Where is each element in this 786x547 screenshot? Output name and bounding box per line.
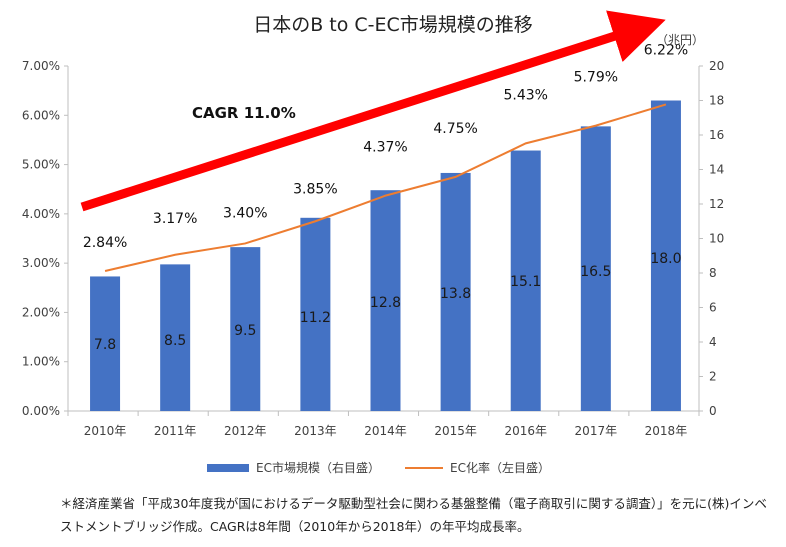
ec-rate-label: 2.84%	[83, 235, 127, 251]
y-left-tick-label: 2.00%	[22, 305, 60, 319]
x-tick-label: 2018年	[645, 424, 688, 438]
x-tick-label: 2017年	[575, 424, 618, 438]
y-left-tick-label: 0.00%	[22, 404, 60, 418]
bar	[440, 172, 471, 411]
x-tick-label: 2013年	[294, 424, 337, 438]
x-tick-label: 2014年	[364, 424, 407, 438]
y-right-tick-label: 20	[709, 59, 724, 73]
ec-rate-label: 3.17%	[153, 211, 197, 227]
bar	[650, 100, 681, 411]
bar-value-label: 18.0	[650, 251, 681, 267]
y-right-tick-label: 2	[709, 370, 717, 384]
bar	[510, 150, 541, 411]
bar	[230, 247, 261, 411]
bar	[160, 264, 191, 411]
y-right-tick-label: 12	[709, 197, 724, 211]
bar-value-label: 13.8	[440, 286, 471, 302]
ec-rate-label: 3.85%	[293, 181, 337, 197]
y-left-tick-label: 6.00%	[22, 108, 60, 122]
chart-title: 日本のB to C-EC市場規模の推移	[253, 14, 533, 36]
chart-area: 0.00% 1.00% 2.00% 3.00% 4.00% 5.00% 6.00% 7.00%…	[22, 10, 724, 475]
cagr-label: CAGR 11.0%	[192, 104, 296, 122]
ec-rate-label: 3.40%	[223, 205, 267, 221]
x-tick-label: 2010年	[84, 424, 127, 438]
y-left-tick-label: 7.00%	[22, 59, 60, 73]
ec-rate-label: 6.22%	[644, 42, 688, 58]
x-tick-label: 2015年	[434, 424, 477, 438]
bar	[300, 217, 331, 411]
bar-value-label: 16.5	[580, 264, 611, 280]
source-note: ＊経済産業省「平成30年度我が国におけるデータ駆動型社会に関わる基盤整備（電子商…	[60, 496, 767, 534]
bar-value-label: 15.1	[510, 274, 541, 290]
bar-value-label: 12.8	[370, 295, 401, 311]
y-left-tick-label: 5.00%	[22, 158, 60, 172]
ec-rate-line	[104, 103, 667, 273]
bar-value-label: 8.5	[164, 333, 186, 349]
y-right-tick-label: 10	[709, 232, 724, 246]
ec-rate-label: 5.79%	[574, 70, 618, 86]
x-tick-label: 2016年	[504, 424, 547, 438]
y-right-tick-label: 18	[709, 94, 724, 108]
y-right-tick-label: 6	[709, 301, 717, 315]
bar	[580, 126, 611, 411]
bar	[90, 276, 121, 411]
ec-rate-label: 4.75%	[433, 121, 477, 137]
y-left-tick-label: 1.00%	[22, 355, 60, 369]
ec-rate-label: 4.37%	[363, 140, 407, 156]
y-right-tick-label: 0	[709, 404, 717, 418]
cagr-arrow	[80, 10, 666, 212]
y-left-tick-label: 3.00%	[22, 256, 60, 270]
x-tick-label: 2011年	[154, 424, 197, 438]
legend-line-label: EC化率（左目盛）	[450, 460, 550, 475]
bar-value-label: 9.5	[234, 323, 256, 339]
y-left-tick-label: 4.00%	[22, 207, 60, 221]
bar-value-label: 11.2	[300, 310, 331, 326]
y-right-tick-label: 4	[709, 335, 717, 349]
y-right-tick-label: 8	[709, 266, 717, 280]
x-tick-label: 2012年	[224, 424, 267, 438]
legend-bar-label: EC市場規模（右目盛）	[256, 460, 380, 475]
ec-rate-label: 5.43%	[503, 87, 547, 103]
y-right-tick-label: 16	[709, 128, 724, 142]
unit-label: （兆円）	[656, 33, 704, 47]
bar	[370, 190, 401, 411]
bar-value-label: 7.8	[94, 337, 116, 353]
y-right-tick-label: 14	[709, 163, 724, 177]
legend-bar-swatch	[207, 464, 249, 472]
